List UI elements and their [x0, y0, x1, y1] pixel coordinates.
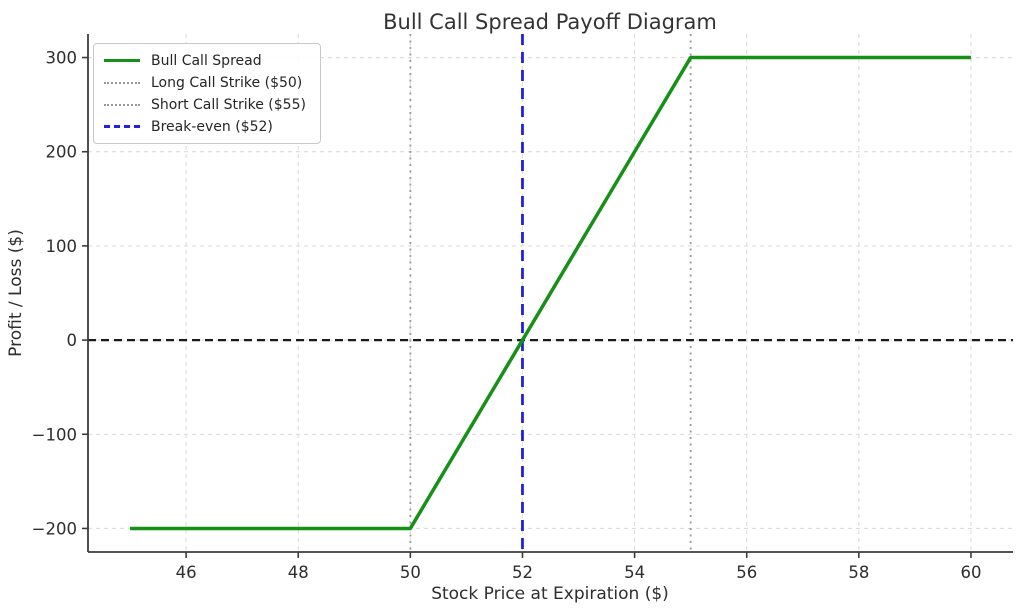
y-axis-label: Profit / Loss ($): [6, 229, 26, 357]
y-tick-label: −100: [32, 425, 77, 444]
x-tick-label: 50: [400, 563, 421, 582]
axis-layer: 46 48 50 52 54 56 58 60 −200 −100 0 100 200 300: [32, 34, 1013, 582]
legend-item-label: Break-even ($52): [151, 118, 273, 135]
x-axis-label: Stock Price at Expiration ($): [431, 584, 669, 604]
x-tick-label: 46: [176, 563, 197, 582]
legend-line-sample-dotted: [104, 103, 140, 106]
legend-line-sample-solid: [104, 59, 140, 62]
y-tick-label: −200: [32, 519, 77, 538]
y-tick-label: 100: [46, 237, 78, 256]
x-tick-label: 52: [512, 563, 533, 582]
legend-item: Break-even ($52): [104, 117, 306, 136]
y-tick-label: 300: [46, 49, 78, 68]
legend-item: Bull Call Spread: [104, 51, 306, 70]
legend-item-label: Long Call Strike ($50): [151, 74, 303, 91]
y-tick-label: 200: [46, 143, 78, 162]
legend-item-label: Bull Call Spread: [151, 52, 262, 69]
x-tick-label: 60: [960, 563, 981, 582]
y-tick-label: 0: [67, 331, 78, 350]
series-bull-call-spread: [130, 55, 971, 531]
legend-line-sample-dashed: [104, 125, 140, 128]
legend-item-label: Short Call Strike ($55): [151, 96, 306, 113]
x-tick-label: 54: [624, 563, 645, 582]
x-tick-label: 48: [288, 563, 309, 582]
reference-lines-layer: [88, 34, 1013, 552]
legend-line-sample-dotted: [104, 81, 140, 84]
chart-title: Bull Call Spread Payoff Diagram: [383, 10, 717, 34]
legend-item: Long Call Strike ($50): [104, 73, 306, 92]
legend-item: Short Call Strike ($55): [104, 95, 306, 114]
legend: Bull Call Spread Long Call Strike ($50) Sh…: [93, 43, 321, 144]
x-tick-label: 58: [848, 563, 869, 582]
series-layer: [130, 55, 971, 531]
x-tick-label: 56: [736, 563, 757, 582]
